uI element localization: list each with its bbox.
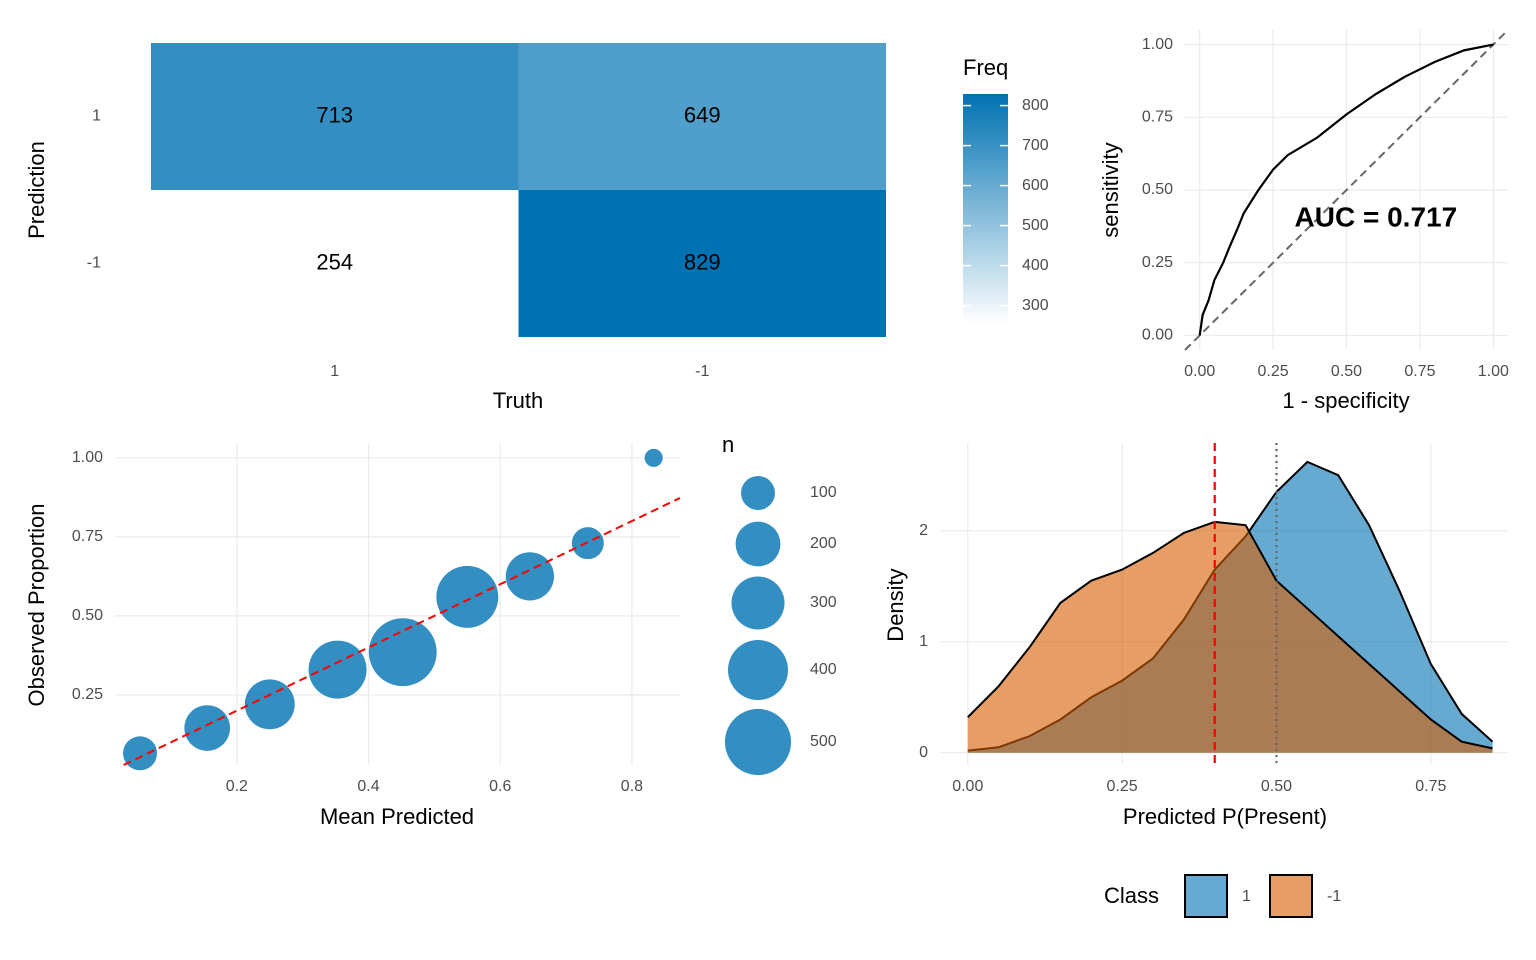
x-axis-title: Mean Predicted bbox=[320, 804, 474, 829]
legend-title: Class bbox=[1104, 883, 1159, 908]
y-tick-label: 0.50 bbox=[72, 607, 103, 624]
legend-label: 400 bbox=[810, 661, 837, 678]
y-tick-label: 1.00 bbox=[72, 449, 103, 466]
legend-bubble bbox=[735, 521, 781, 567]
legend-key bbox=[1184, 874, 1228, 918]
cell-label: 713 bbox=[316, 102, 353, 127]
x-tick-label: 0.75 bbox=[1415, 778, 1446, 795]
cell-label: 649 bbox=[684, 102, 721, 127]
reference-line bbox=[1184, 29, 1509, 351]
bubble bbox=[644, 448, 663, 467]
y-axis-title: sensitivity bbox=[1098, 142, 1123, 237]
legend-title: n bbox=[722, 432, 734, 457]
cell-label: 254 bbox=[316, 249, 353, 274]
legend-key bbox=[1269, 874, 1313, 918]
legend-label: 300 bbox=[810, 594, 837, 611]
colorbar bbox=[963, 94, 1008, 324]
bubble bbox=[308, 640, 367, 699]
x-tick-label: 0.75 bbox=[1404, 363, 1435, 380]
y-tick-label: 0.75 bbox=[72, 528, 103, 545]
x-tick-label: 0.50 bbox=[1261, 778, 1292, 795]
colorbar-label: 300 bbox=[1022, 297, 1049, 314]
x-tick-label: 0.2 bbox=[226, 778, 248, 795]
x-tick-label: 1 bbox=[330, 363, 339, 380]
x-tick-label: 0.25 bbox=[1107, 778, 1138, 795]
y-axis-title: Prediction bbox=[24, 141, 49, 239]
x-tick-label: 0.8 bbox=[621, 778, 643, 795]
bubble bbox=[244, 679, 295, 730]
y-tick-label: 1.00 bbox=[1142, 36, 1173, 53]
bubble bbox=[505, 552, 554, 601]
bubble bbox=[368, 618, 437, 687]
y-tick-label: 0.25 bbox=[1142, 254, 1173, 271]
y-axis-title: Density bbox=[883, 568, 908, 641]
heatmap-cell bbox=[151, 43, 519, 190]
x-tick-label: -1 bbox=[695, 363, 709, 380]
legend-label: 100 bbox=[810, 484, 837, 501]
roc-curve bbox=[1198, 43, 1494, 336]
x-tick-label: 0.6 bbox=[489, 778, 511, 795]
legend-bubble bbox=[741, 476, 775, 510]
legend-bubble bbox=[724, 708, 792, 776]
x-tick-label: 0.4 bbox=[357, 778, 379, 795]
heatmap-cell bbox=[518, 43, 886, 190]
legend-title: Freq bbox=[963, 55, 1008, 80]
y-tick-label: 1 bbox=[92, 108, 101, 125]
y-axis-title: Observed Proportion bbox=[24, 504, 49, 707]
colorbar-label: 700 bbox=[1022, 137, 1049, 154]
y-tick-label: 1 bbox=[919, 633, 928, 650]
x-axis-title: Truth bbox=[493, 388, 544, 413]
legend-bubble bbox=[728, 640, 788, 700]
x-tick-label: 1.00 bbox=[1478, 363, 1509, 380]
heatmap-cell bbox=[518, 190, 886, 337]
bubble bbox=[123, 736, 158, 771]
x-tick-label: 0.00 bbox=[952, 778, 983, 795]
y-tick-label: 0.00 bbox=[1142, 327, 1173, 344]
legend-bubble bbox=[731, 576, 785, 630]
y-tick-label: 0 bbox=[919, 744, 928, 761]
reference-line bbox=[123, 497, 681, 766]
bubble bbox=[436, 565, 499, 628]
density-outline bbox=[967, 520, 1493, 750]
density-area bbox=[967, 521, 1493, 753]
x-tick-label: 0.25 bbox=[1258, 363, 1289, 380]
legend-label: 200 bbox=[810, 535, 837, 552]
y-tick-label: 0.75 bbox=[1142, 108, 1173, 125]
x-axis-title: Predicted P(Present) bbox=[1123, 804, 1327, 829]
heatmap-cell bbox=[151, 190, 519, 337]
y-tick-label: 0.25 bbox=[72, 686, 103, 703]
legend-label: 1 bbox=[1242, 888, 1251, 905]
y-tick-label: 2 bbox=[919, 522, 928, 539]
colorbar-label: 400 bbox=[1022, 257, 1049, 274]
annotation: AUC = 0.717 bbox=[1295, 201, 1458, 232]
legend-label: -1 bbox=[1327, 888, 1341, 905]
colorbar-label: 800 bbox=[1022, 97, 1049, 114]
colorbar-label: 500 bbox=[1022, 217, 1049, 234]
x-axis-title: 1 - specificity bbox=[1282, 388, 1409, 413]
colorbar-label: 600 bbox=[1022, 177, 1049, 194]
legend-label: 500 bbox=[810, 733, 837, 750]
y-tick-label: -1 bbox=[87, 255, 101, 272]
y-tick-label: 0.50 bbox=[1142, 181, 1173, 198]
cell-label: 829 bbox=[684, 249, 721, 274]
bubble bbox=[184, 705, 231, 751]
x-tick-label: 0.50 bbox=[1331, 363, 1362, 380]
x-tick-label: 0.00 bbox=[1184, 363, 1215, 380]
